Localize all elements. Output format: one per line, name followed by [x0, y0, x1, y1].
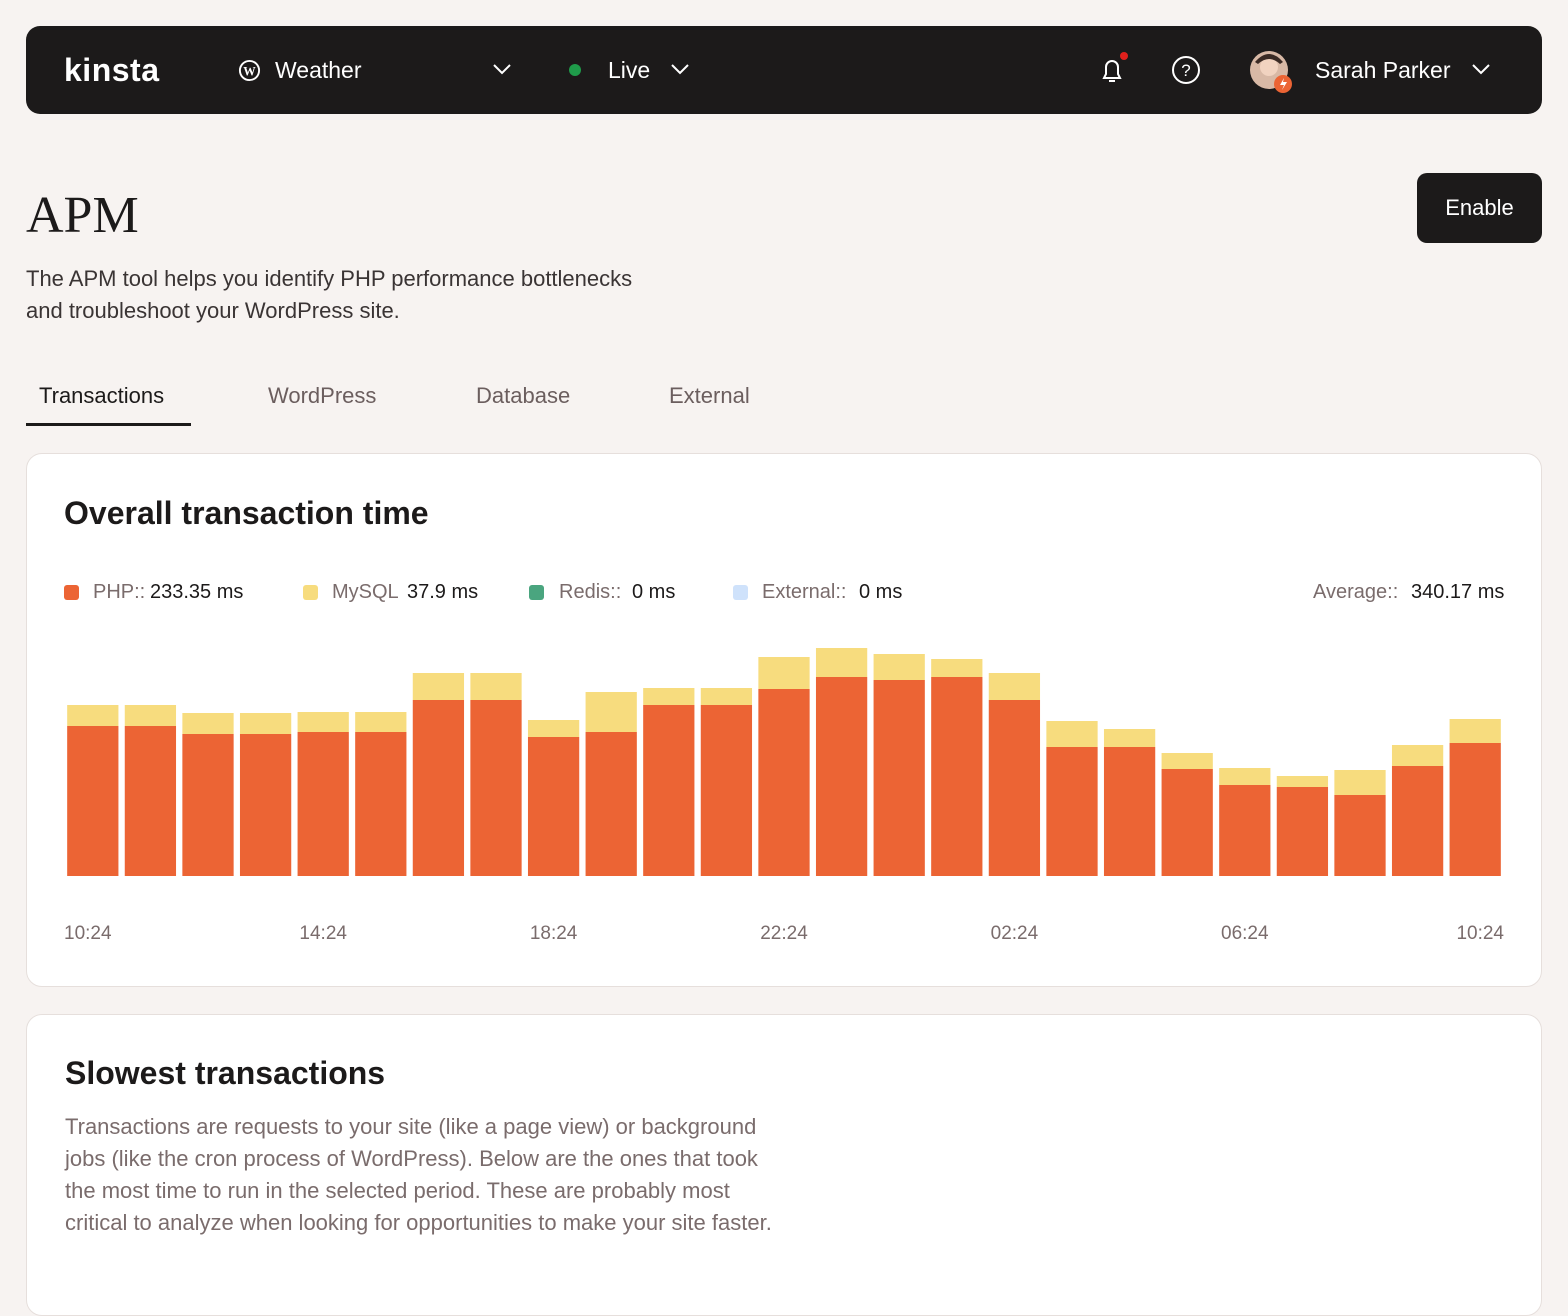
chevron[interactable] — [1471, 62, 1491, 76]
live-dot — [569, 64, 581, 76]
enable-button[interactable]: Enable — [1417, 173, 1542, 243]
legend-value: 37.9 ms — [407, 581, 479, 603]
tab-indicator — [26, 423, 191, 426]
page: APM {"header": {"logo": "kinsta", "site"… — [26, 26, 1542, 1316]
wordpress-icon: W — [238, 59, 261, 82]
notifications-icon[interactable] — [1096, 52, 1132, 88]
top-bar: kinsta W Weather Live ? Sarah Parker — [26, 26, 1542, 114]
avatar[interactable] — [1250, 50, 1294, 94]
svg-text:W: W — [243, 64, 256, 78]
section-description: Transactions are requests to your site (… — [65, 1111, 772, 1239]
site-selector[interactable]: Weather — [275, 57, 362, 83]
body: kinsta W Weather Live ? Sarah Parker APM… — [26, 26, 1542, 1316]
legend-value: 233.35 ms — [150, 581, 244, 603]
chevron[interactable] — [492, 62, 512, 76]
description-line: the most time to run in the selected per… — [65, 1178, 730, 1203]
logo[interactable]: kinsta — [64, 52, 160, 88]
tab[interactable]: Database — [476, 383, 571, 408]
tab[interactable]: External — [669, 383, 750, 408]
description-line: The APM tool helps you identify PHP perf… — [26, 266, 633, 291]
legend-name: Redis:: — [559, 581, 622, 603]
tab[interactable]: Transactions — [39, 383, 165, 408]
environment-selector[interactable]: Live — [608, 57, 651, 83]
summary-label: Average:: — [1313, 581, 1399, 603]
legend-value: 0 ms — [859, 581, 903, 603]
legend-swatch — [733, 585, 748, 600]
page-description: The APM tool helps you identify PHP perf… — [26, 263, 632, 327]
chart-card — [26, 453, 1542, 987]
legend-name: PHP:: — [93, 581, 146, 603]
legend-name: External:: — [762, 581, 847, 603]
svg-text:?: ? — [1181, 61, 1190, 80]
slowest-card: Slowest transactions Transactions are re… — [26, 1014, 1542, 1316]
legend-swatch — [303, 585, 318, 600]
legend-swatch — [64, 585, 79, 600]
description-line: and troubleshoot your WordPress site. — [26, 298, 400, 323]
description-line: critical to analyze when looking for opp… — [65, 1210, 772, 1235]
chart-title: Overall transaction time — [64, 495, 429, 531]
description-line: jobs (like the cron process of WordPress… — [65, 1146, 758, 1171]
user-menu[interactable]: Sarah Parker — [1315, 57, 1451, 83]
legend-name: MySQL — [332, 581, 399, 603]
summary-value: 340.17 ms — [1411, 581, 1505, 603]
description-line: Transactions are requests to your site (… — [65, 1114, 757, 1139]
tab[interactable]: WordPress — [268, 383, 377, 408]
legend-value: 0 ms — [632, 581, 676, 603]
legend-swatch — [529, 585, 544, 600]
help-icon[interactable]: ? — [1171, 55, 1201, 85]
section-title: Slowest transactions — [65, 1055, 386, 1091]
page-title: APM — [26, 187, 139, 244]
chevron[interactable] — [670, 62, 690, 76]
